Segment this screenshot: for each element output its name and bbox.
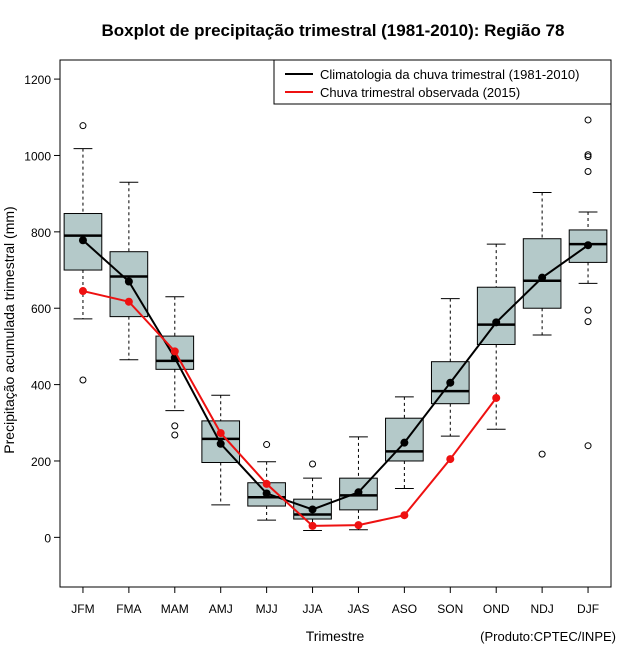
y-tick-label: 1200 xyxy=(24,73,51,87)
outlier-point xyxy=(171,422,179,430)
box-amj xyxy=(201,394,241,506)
box-ond xyxy=(476,243,516,430)
x-axis-label: Trimestre xyxy=(306,628,365,644)
series-line xyxy=(82,239,589,511)
x-tick-label: MJJ xyxy=(256,602,278,616)
series-point xyxy=(446,455,455,464)
outlier-point xyxy=(584,153,592,161)
y-axis-label: Precipitação acumulada trimestral (mm) xyxy=(1,206,17,453)
box-mam xyxy=(155,296,195,439)
series-point xyxy=(262,489,271,498)
box-iqr xyxy=(476,286,516,346)
series-point xyxy=(78,236,87,245)
series-point xyxy=(262,479,271,488)
legend-label-climatology: Climatologia da chuva trimestral (1981-2… xyxy=(320,67,579,82)
series-point xyxy=(492,393,501,402)
outlier-point xyxy=(263,441,271,449)
series-point xyxy=(308,521,317,530)
box-son xyxy=(430,298,470,437)
series-point xyxy=(446,378,455,387)
series-point xyxy=(538,273,547,282)
box-fma xyxy=(109,181,149,361)
y-tick-label: 200 xyxy=(31,455,51,469)
x-tick-label: ASO xyxy=(392,602,417,616)
series-point xyxy=(216,429,225,438)
y-axis: 0 200 400 600 800 1000 1200 xyxy=(24,73,60,545)
series-point xyxy=(78,287,87,296)
box-group xyxy=(63,116,608,531)
legend-label-observed: Chuva trimestral observada (2015) xyxy=(320,85,520,100)
chart-title: Boxplot de precipitação trimestral (1981… xyxy=(102,21,565,40)
series-point xyxy=(124,297,133,306)
series-observed xyxy=(78,287,501,530)
box-jas xyxy=(339,436,378,531)
x-tick-label: NDJ xyxy=(530,602,553,616)
series-point xyxy=(400,438,409,447)
y-tick-label: 1000 xyxy=(24,149,51,163)
outlier-point xyxy=(538,450,546,458)
x-tick-label: MAM xyxy=(161,602,189,616)
x-tick-label: DJF xyxy=(577,602,599,616)
series-point xyxy=(216,439,225,448)
x-axis: JFM FMA MAM AMJ MJJ JJA JAS ASO SON OND NDJ DJF xyxy=(71,587,599,616)
series-point xyxy=(124,277,133,286)
x-tick-label: OND xyxy=(483,602,510,616)
series-point xyxy=(354,521,363,530)
y-tick-label: 0 xyxy=(44,531,51,545)
x-tick-label: SON xyxy=(437,602,463,616)
y-tick-label: 400 xyxy=(31,379,51,393)
outlier-point xyxy=(79,376,87,384)
outlier-point xyxy=(79,122,87,130)
outlier-point xyxy=(584,318,592,326)
box-iqr xyxy=(109,251,149,318)
legend: Climatologia da chuva trimestral (1981-2… xyxy=(273,59,612,105)
outlier-point xyxy=(584,116,592,124)
outlier-point xyxy=(584,151,592,159)
x-tick-label: FMA xyxy=(116,602,141,616)
box-djf xyxy=(568,116,608,450)
series-lines xyxy=(78,236,593,530)
credit-text: (Produto:CPTEC/INPE) xyxy=(480,629,616,644)
plot-frame xyxy=(59,59,612,588)
series-climatology xyxy=(78,236,593,514)
outlier-point xyxy=(584,306,592,314)
box-ndj xyxy=(522,192,562,458)
x-tick-label: AMJ xyxy=(209,602,233,616)
legend-box xyxy=(273,59,612,105)
outlier-point xyxy=(171,431,179,439)
outlier-point xyxy=(309,460,317,468)
series-point xyxy=(400,511,409,520)
outlier-point xyxy=(584,168,592,176)
y-tick-label: 800 xyxy=(31,226,51,240)
series-point xyxy=(584,241,593,250)
series-point xyxy=(354,488,363,497)
x-tick-label: JJA xyxy=(303,602,323,616)
x-tick-label: JFM xyxy=(71,602,94,616)
box-jja xyxy=(293,460,332,531)
series-line xyxy=(82,290,498,527)
series-point xyxy=(170,347,179,356)
series-point xyxy=(492,318,501,327)
box-iqr xyxy=(522,238,562,309)
outlier-point xyxy=(584,442,592,450)
y-tick-label: 600 xyxy=(31,302,51,316)
series-point xyxy=(308,505,317,514)
x-tick-label: JAS xyxy=(347,602,369,616)
